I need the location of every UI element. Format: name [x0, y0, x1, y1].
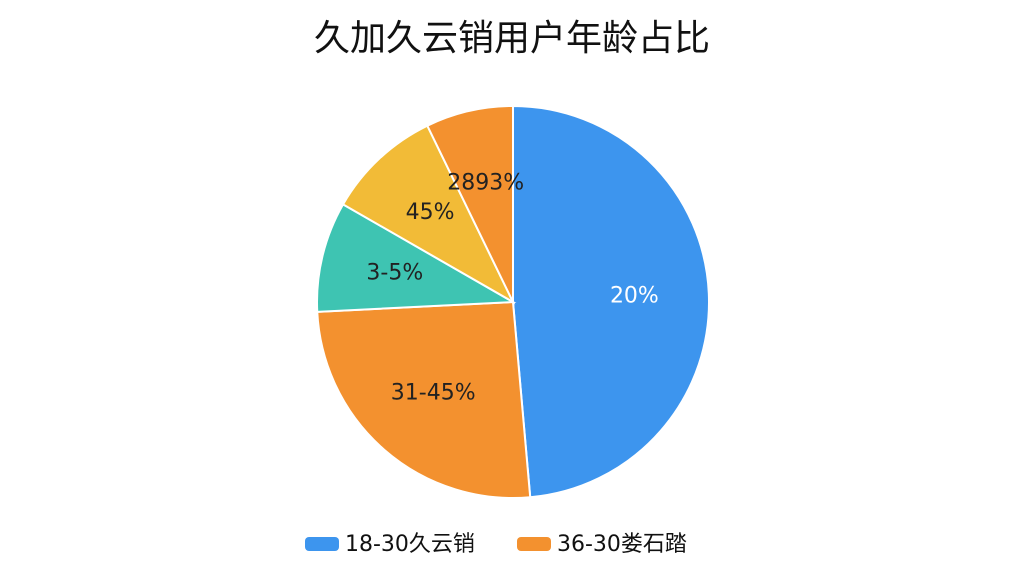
pie-slice: [512, 104, 710, 499]
legend-swatch: [517, 537, 551, 551]
legend-label: 18-30久云销: [345, 532, 475, 557]
legend-label: 36-30娄石踏: [557, 532, 687, 557]
pie-slice: [316, 202, 517, 313]
pie-slice: [425, 104, 514, 303]
slice-label: 20%: [610, 284, 659, 309]
legend-swatch: [305, 537, 339, 551]
slice-label: 45%: [406, 200, 455, 225]
slice-label: 2893%: [447, 171, 524, 196]
slice-label: 31-45%: [391, 381, 476, 406]
pie-slice: [316, 300, 532, 499]
chart-title: 久加久云销用户年龄占比: [314, 18, 710, 59]
slice-label: 3-5%: [366, 261, 423, 286]
pie-slice: [341, 124, 516, 305]
